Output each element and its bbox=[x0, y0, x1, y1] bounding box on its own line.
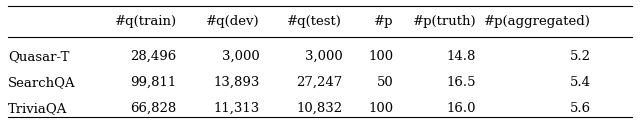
Text: 99,811: 99,811 bbox=[131, 76, 177, 89]
Text: 5.4: 5.4 bbox=[570, 76, 591, 89]
Text: #p: #p bbox=[374, 15, 394, 28]
Text: 27,247: 27,247 bbox=[296, 76, 342, 89]
Text: 16.5: 16.5 bbox=[447, 76, 476, 89]
Text: 11,313: 11,313 bbox=[213, 102, 259, 115]
Text: 5.2: 5.2 bbox=[570, 50, 591, 63]
Text: Quasar-T: Quasar-T bbox=[8, 50, 69, 63]
Text: 16.0: 16.0 bbox=[447, 102, 476, 115]
Text: 14.8: 14.8 bbox=[447, 50, 476, 63]
Text: 3,000: 3,000 bbox=[221, 50, 259, 63]
Text: TriviaQA: TriviaQA bbox=[8, 102, 67, 115]
Text: 13,893: 13,893 bbox=[213, 76, 259, 89]
Text: 3,000: 3,000 bbox=[305, 50, 342, 63]
Text: 5.6: 5.6 bbox=[570, 102, 591, 115]
Text: #p(truth): #p(truth) bbox=[413, 15, 476, 28]
Text: #q(dev): #q(dev) bbox=[206, 15, 259, 28]
Text: 28,496: 28,496 bbox=[131, 50, 177, 63]
Text: #q(train): #q(train) bbox=[115, 15, 177, 28]
Text: 100: 100 bbox=[368, 50, 394, 63]
Text: 66,828: 66,828 bbox=[131, 102, 177, 115]
Text: SearchQA: SearchQA bbox=[8, 76, 76, 89]
Text: #q(test): #q(test) bbox=[287, 15, 342, 28]
Text: 10,832: 10,832 bbox=[296, 102, 342, 115]
Text: #p(aggregated): #p(aggregated) bbox=[484, 15, 591, 28]
Text: 50: 50 bbox=[376, 76, 394, 89]
Text: 100: 100 bbox=[368, 102, 394, 115]
